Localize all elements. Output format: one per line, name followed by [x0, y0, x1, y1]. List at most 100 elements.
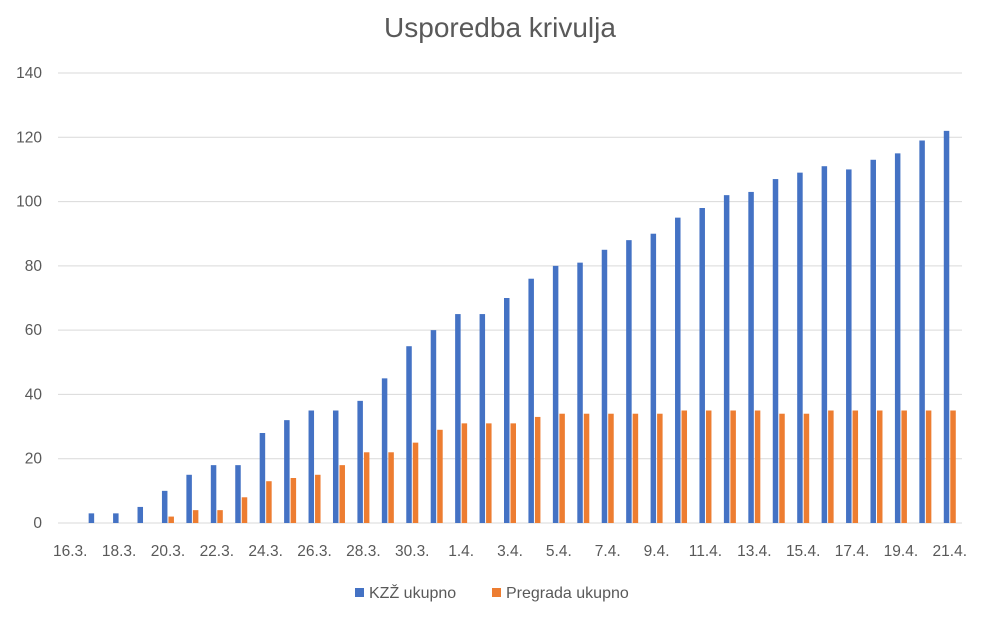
x-tick-label: 9.4.: [644, 543, 670, 560]
bar-kzz: [919, 140, 925, 523]
chart-title: Usporedba krivulja: [384, 12, 616, 43]
gridlines: [58, 72, 962, 524]
x-tick-label: 15.4.: [786, 543, 820, 560]
bar-kzz: [699, 208, 705, 523]
bar-pregrada: [681, 410, 688, 523]
bar-pregrada: [339, 465, 345, 523]
bar-pregrada: [266, 481, 272, 523]
x-tick-label: 22.3.: [200, 543, 234, 560]
bar-pregrada: [510, 423, 516, 523]
bar-kzz: [430, 330, 437, 523]
bar-pregrada: [217, 510, 223, 523]
bars: [88, 130, 956, 524]
bar-kzz: [259, 433, 266, 523]
bar-pregrada: [876, 410, 883, 523]
bar-kzz: [479, 314, 486, 523]
bar-pregrada: [925, 410, 932, 523]
bar-kzz: [846, 169, 852, 523]
bar-kzz: [504, 298, 510, 523]
legend-swatch: [492, 588, 501, 597]
bar-pregrada: [559, 413, 565, 523]
bar-pregrada: [583, 413, 590, 523]
x-tick-label: 5.4.: [546, 543, 572, 560]
bar-kzz: [186, 474, 192, 523]
bar-pregrada: [168, 516, 174, 523]
x-tick-label: 18.3.: [102, 543, 136, 560]
x-tick-label: 24.3.: [248, 543, 282, 560]
y-tick-label: 60: [25, 322, 43, 339]
bar-kzz: [308, 410, 315, 523]
x-tick-label: 11.4.: [689, 543, 722, 560]
bar-pregrada: [534, 416, 541, 523]
x-tick-label: 3.4.: [497, 543, 523, 560]
bar-pregrada: [779, 413, 785, 523]
y-tick-label: 0: [33, 515, 42, 532]
bar-kzz: [284, 420, 290, 523]
bar-kzz: [748, 191, 754, 523]
bar-pregrada: [730, 410, 736, 523]
bar-kzz: [332, 410, 339, 523]
bar-kzz: [552, 265, 559, 523]
bar-kzz: [675, 217, 681, 523]
bar-kzz: [381, 378, 388, 523]
bar-kzz: [455, 314, 461, 523]
bar-pregrada: [828, 410, 834, 523]
x-tick-label: 28.3.: [346, 543, 380, 560]
bar-kzz: [821, 166, 828, 523]
y-tick-label: 100: [16, 194, 42, 211]
bar-kzz: [894, 153, 901, 523]
bar-pregrada: [608, 413, 614, 523]
bar-kzz: [601, 249, 608, 524]
bar-kzz: [210, 465, 217, 523]
bar-kzz: [943, 130, 950, 523]
y-tick-label: 80: [25, 258, 43, 275]
bar-pregrada: [705, 410, 712, 523]
y-tick-label: 20: [25, 451, 43, 468]
y-tick-label: 120: [16, 129, 42, 146]
x-tick-label: 30.3.: [395, 543, 429, 560]
x-tick-label: 17.4.: [835, 543, 869, 560]
x-tick-label: 20.3.: [151, 543, 185, 560]
x-tick-label: 7.4.: [595, 543, 621, 560]
bar-kzz: [113, 513, 119, 523]
bar-kzz: [137, 506, 144, 523]
y-axis-ticks: 0 20 40 60 80 100 120 140: [16, 65, 42, 532]
bar-kzz: [797, 172, 803, 523]
legend: KZŽ ukupno Pregrada ukupno: [355, 583, 629, 602]
bar-pregrada: [657, 413, 663, 523]
bar-pregrada: [461, 423, 468, 523]
x-tick-label: 13.4.: [737, 543, 771, 560]
bar-pregrada: [388, 452, 394, 523]
bar-pregrada: [363, 452, 370, 523]
x-tick-label: 26.3.: [297, 543, 331, 560]
bar-kzz: [723, 195, 730, 523]
x-tick-label: 21.4.: [933, 543, 967, 560]
bar-kzz: [870, 159, 876, 524]
bar-pregrada: [901, 410, 907, 523]
bar-pregrada: [950, 410, 956, 523]
bar-pregrada: [315, 474, 321, 523]
bar-pregrada: [241, 497, 248, 523]
bar-kzz: [528, 278, 534, 523]
bar-pregrada: [632, 413, 639, 523]
bar-kzz: [88, 513, 95, 523]
legend-label: KZŽ ukupno: [369, 583, 456, 602]
x-tick-label: 16.3.: [53, 543, 87, 560]
x-tick-label: 1.4.: [448, 543, 474, 560]
bar-pregrada: [437, 429, 443, 523]
x-axis-ticks: 16.3. 18.3. 20.3. 22.3. 24.3. 26.3. 28.3. 30.3.…: [53, 543, 967, 560]
legend-label: Pregrada ukupno: [506, 585, 629, 602]
bar-kzz: [161, 490, 168, 523]
bar-kzz: [626, 240, 632, 523]
bar-pregrada: [412, 442, 419, 523]
bar-pregrada: [290, 478, 297, 523]
bar-pregrada: [803, 413, 810, 523]
bar-kzz: [650, 233, 657, 523]
bar-kzz: [406, 346, 412, 523]
bar-kzz: [772, 179, 779, 524]
bar-pregrada: [754, 410, 761, 523]
bar-kzz: [235, 465, 241, 523]
bar-kzz: [577, 262, 583, 523]
